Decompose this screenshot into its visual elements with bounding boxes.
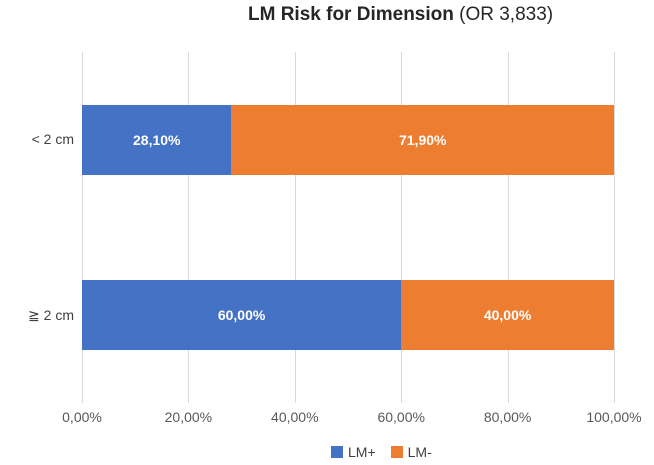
category-label-lt-2cm: < 2 cm (31, 131, 74, 147)
gridline (614, 52, 615, 403)
x-axis-tick-label: 20,00% (164, 409, 213, 425)
chart-title-main: LM Risk for Dimension (248, 4, 454, 25)
bar-data-label: 60,00% (217, 307, 266, 324)
lm-plus-swatch (331, 446, 343, 458)
bar-data-label: 71,90% (398, 131, 447, 148)
chart-title: LM Risk for Dimension (OR 3,833) (248, 4, 553, 26)
category-label-gte-2cm: ≧ 2 cm (28, 306, 74, 323)
x-axis-tick-label: 100,00% (586, 409, 642, 425)
bar-segment-lm-plus-row-1: 60,00% (82, 280, 402, 351)
lm-minus-swatch (390, 446, 403, 458)
gridline (188, 52, 190, 403)
gridline (294, 52, 296, 403)
x-axis-tick-label: 80,00% (483, 409, 532, 425)
x-axis-tick-label: 40,00% (271, 409, 319, 425)
legend-item-lm-plus: LM+ (331, 444, 376, 460)
legend: LM+ LM- (331, 444, 432, 460)
bar-segment-lm-minus-row-0: 71,90% (231, 104, 614, 175)
gridline (401, 52, 403, 403)
bar-data-label: 28,10% (133, 131, 181, 148)
gridline (507, 52, 509, 403)
x-axis-tick-label: 0,00% (62, 409, 102, 425)
legend-label-lm-minus: LM- (407, 444, 432, 460)
chart-title-suffix: (OR 3,833) (453, 4, 554, 25)
legend-item-lm-minus: LM- (390, 444, 432, 460)
plot-area: 28,10% 71,90% 60,00% 40,00% (82, 52, 615, 403)
x-axis-tick-label: 60,00% (377, 409, 425, 425)
legend-label-lm-plus: LM+ (348, 444, 376, 460)
gridline (82, 52, 83, 403)
bar-segment-lm-minus-row-1: 40,00% (401, 280, 614, 351)
bar-segment-lm-plus-row-0: 28,10% (82, 104, 232, 175)
bar-data-label: 40,00% (483, 307, 532, 324)
